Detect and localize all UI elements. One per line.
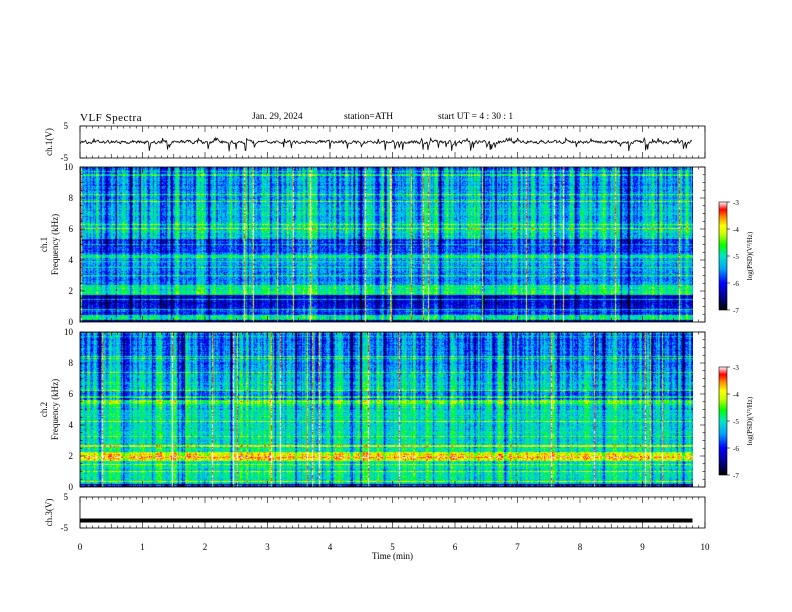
ch1-spectrogram-image [80, 167, 693, 322]
panel-ylabel: ch.1(V) [44, 128, 54, 156]
y-tick-label: -5 [61, 153, 69, 163]
x-tick-label: 8 [578, 542, 583, 552]
colorbar-tick-label: -6 [733, 280, 739, 288]
colorbar [718, 366, 728, 476]
x-tick-label: 1 [140, 542, 145, 552]
colorbar-tick-label: -3 [733, 364, 739, 372]
x-tick-label: 4 [328, 542, 333, 552]
y-tick-label: 5 [64, 492, 69, 502]
panel-ylabel: ch.2 [39, 402, 49, 417]
panel-ylabel: ch.3(V) [44, 499, 54, 527]
y-tick-label: 8 [69, 193, 74, 203]
colorbar-label: log(PSD)(V²/Hz) [746, 396, 754, 445]
x-tick-label: 7 [515, 542, 520, 552]
x-tick-label: 10 [701, 542, 711, 552]
header-date: Jan. 29, 2024 [252, 112, 303, 122]
y-tick-label: 2 [69, 451, 74, 461]
panel-ylabel-frequency: Frequency (kHz) [50, 379, 60, 440]
ch2-spectrogram-image [80, 332, 693, 487]
y-tick-label: -5 [61, 523, 69, 533]
colorbar-tick-label: -4 [733, 391, 739, 399]
panel-ylabel-frequency: Frequency (kHz) [50, 214, 60, 275]
figure-title: VLF Spectra [80, 112, 143, 124]
colorbar-label: log(PSD)(V²/Hz) [746, 231, 754, 280]
x-tick-label: 9 [640, 542, 645, 552]
header-start-time: start UT = 4 : 30 : 1 [438, 112, 514, 122]
panel-ylabel: ch.1 [39, 237, 49, 252]
colorbar-tick-label: -4 [733, 226, 739, 234]
y-tick-label: 8 [69, 358, 74, 368]
colorbar-tick-label: -3 [733, 199, 739, 207]
y-tick-label: 5 [64, 121, 69, 131]
y-tick-label: 2 [69, 286, 74, 296]
y-tick-label: 4 [69, 255, 74, 265]
colorbar [718, 201, 728, 311]
colorbar-tick-label: -6 [733, 445, 739, 453]
x-axis-label: Time (min) [372, 551, 413, 561]
y-tick-label: 10 [64, 327, 74, 337]
y-tick-label: 0 [69, 482, 74, 492]
ch1-waveform-line [79, 136, 693, 152]
x-tick-label: 3 [265, 542, 270, 552]
colorbar-tick-label: -7 [733, 307, 739, 315]
colorbar-tick-label: -7 [733, 472, 739, 480]
y-tick-label: 0 [69, 317, 74, 327]
y-tick-label: 6 [69, 389, 74, 399]
x-tick-label: 5 [390, 542, 395, 552]
x-tick-label: 6 [453, 542, 458, 552]
header-station: station=ATH [344, 112, 394, 122]
y-tick-label: 4 [69, 420, 74, 430]
x-tick-label: 2 [203, 542, 208, 552]
y-tick-label: 10 [64, 162, 74, 172]
colorbar-tick-label: -5 [733, 418, 739, 426]
x-tick-label: 0 [78, 542, 83, 552]
y-tick-label: 6 [69, 224, 74, 234]
colorbar-tick-label: -5 [733, 253, 739, 261]
